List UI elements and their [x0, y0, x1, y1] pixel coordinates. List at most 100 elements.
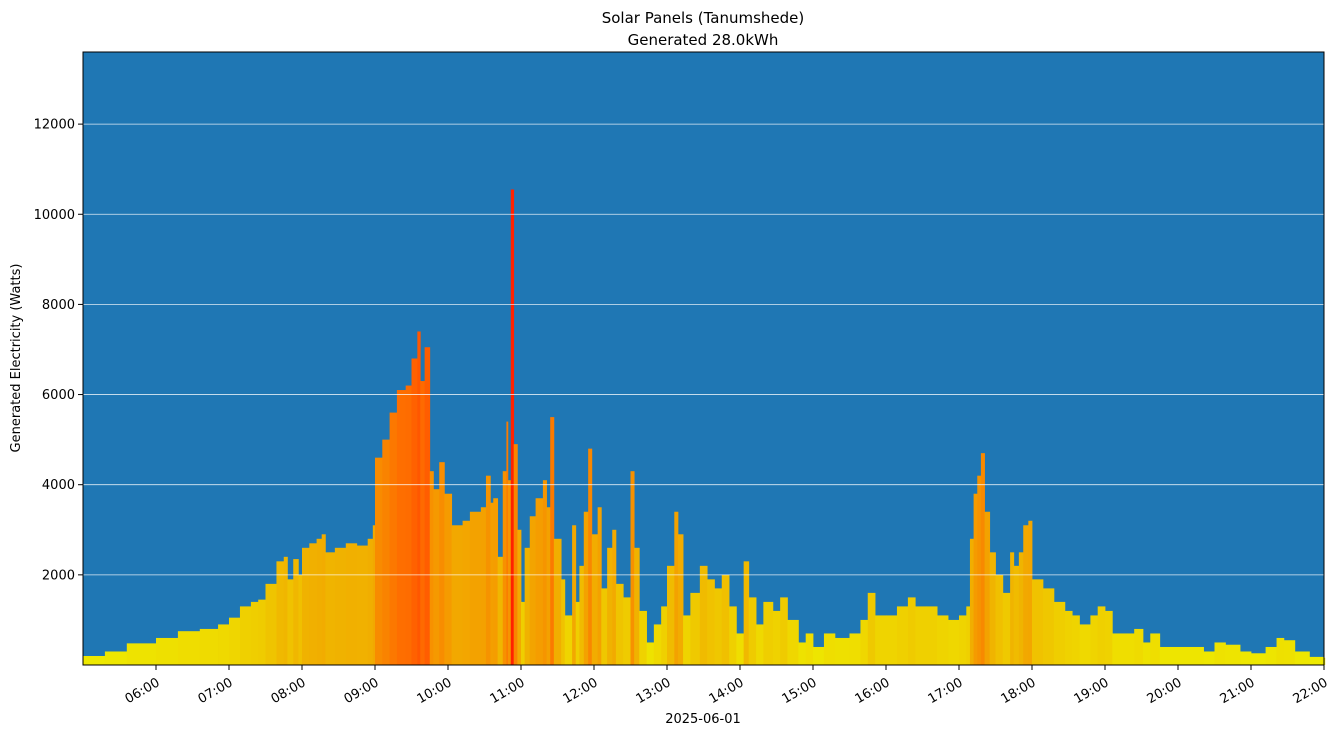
generation-bar [389, 412, 398, 665]
generation-bar [959, 615, 967, 665]
x-tick-label: 22:00 [1291, 675, 1331, 707]
x-tick-label: 18:00 [999, 675, 1039, 707]
generation-bar [367, 538, 374, 665]
generation-bar [493, 498, 499, 665]
generation-bar [743, 561, 750, 665]
chart-title: Solar Panels (Tanumshede) [602, 9, 805, 27]
generation-bar [1002, 592, 1011, 665]
generation-bar [490, 502, 494, 665]
plot-frame [82, 51, 1325, 666]
gridlines [83, 123, 1324, 576]
generation-bar [677, 534, 684, 665]
generation-bar [667, 565, 675, 665]
generation-bar [550, 417, 555, 665]
plot-area [83, 52, 1324, 665]
generation-bar [542, 480, 547, 665]
generation-bar [1013, 565, 1020, 665]
y-tick-label: 6000 [42, 388, 75, 403]
x-tick-label: 06:00 [123, 675, 163, 707]
generation-bar [634, 547, 640, 665]
generation-bar [546, 507, 551, 665]
generation-bar [345, 543, 358, 665]
generation-bar [502, 471, 507, 665]
generation-bar [646, 642, 655, 665]
generation-bar [561, 579, 566, 665]
generation-bar [615, 583, 624, 665]
generation-bar [517, 529, 522, 665]
generation-bar [309, 543, 317, 665]
generation-bar [1064, 610, 1073, 665]
generation-bar [218, 624, 230, 665]
generation-bar [396, 390, 407, 665]
generation-bar [579, 565, 585, 665]
y-tick-label: 10000 [34, 208, 75, 223]
generation-bar [674, 511, 679, 665]
generation-bar [411, 358, 418, 665]
generation-bar [1170, 646, 1186, 665]
generation-bar [529, 516, 536, 665]
generation-bar [507, 480, 512, 665]
generation-bar [1324, 657, 1326, 665]
x-tick-label: 16:00 [853, 675, 893, 707]
generation-bar [1072, 615, 1080, 665]
generation-bar [439, 462, 445, 665]
generation-bar [1251, 653, 1266, 665]
generation-bar [451, 525, 463, 665]
generation-bar [316, 538, 323, 665]
generation-bar [823, 633, 836, 665]
generation-bar [1214, 642, 1226, 665]
y-tick-label: 4000 [42, 478, 75, 493]
generation-bar [1225, 644, 1241, 665]
generation-bar [1283, 640, 1296, 665]
generation-bar [1053, 601, 1066, 665]
generation-bar [1028, 520, 1033, 665]
generation-bar [1142, 642, 1151, 665]
x-tick-label: 14:00 [707, 675, 747, 707]
x-tick-label: 08:00 [269, 675, 309, 707]
generation-bar [583, 511, 589, 665]
generation-bar [433, 489, 440, 665]
y-axis-label: Generated Electricity (Watts) [9, 264, 24, 453]
generation-bar [601, 588, 608, 666]
generation-bar [372, 525, 376, 665]
generation-bar [429, 471, 434, 665]
generation-bar [564, 615, 573, 665]
generation-bar [736, 633, 745, 665]
y-tick-label: 8000 [42, 298, 75, 313]
generation-bar [973, 493, 978, 665]
generation-bar [588, 448, 593, 665]
generation-bar [653, 624, 662, 665]
generation-bar [805, 633, 814, 665]
generation-bar [969, 538, 974, 665]
generation-bar [977, 475, 982, 665]
generation-bar [699, 565, 708, 665]
generation-bar [630, 471, 635, 665]
generation-bar [104, 651, 128, 665]
generation-bar [1042, 588, 1055, 666]
generation-bar [915, 606, 927, 665]
generation-bar [1112, 633, 1128, 665]
generation-bar [714, 588, 723, 666]
x-tick-label: 12:00 [561, 675, 601, 707]
generation-bar [229, 617, 241, 665]
generation-bar [334, 547, 347, 665]
x-tick-label: 20:00 [1145, 675, 1185, 707]
generation-bar [591, 534, 599, 665]
generation-bar [417, 331, 421, 665]
generation-bar [177, 631, 201, 665]
generation-bar [1185, 646, 1204, 665]
generation-bar [926, 606, 938, 665]
generation-bar [948, 619, 960, 665]
generation-bar [239, 606, 252, 665]
generation-bar [1090, 615, 1099, 665]
generation-bar [683, 615, 691, 665]
generation-bar [1203, 651, 1215, 665]
generation-bar [83, 655, 106, 665]
generation-bar [597, 507, 602, 665]
x-tick-label: 19:00 [1072, 675, 1112, 707]
generation-bar [497, 556, 504, 665]
generation-bar [886, 615, 898, 665]
generation-bar [287, 579, 294, 665]
generation-bar [293, 559, 299, 665]
chart-subtitle: Generated 28.0kWh [628, 31, 779, 49]
